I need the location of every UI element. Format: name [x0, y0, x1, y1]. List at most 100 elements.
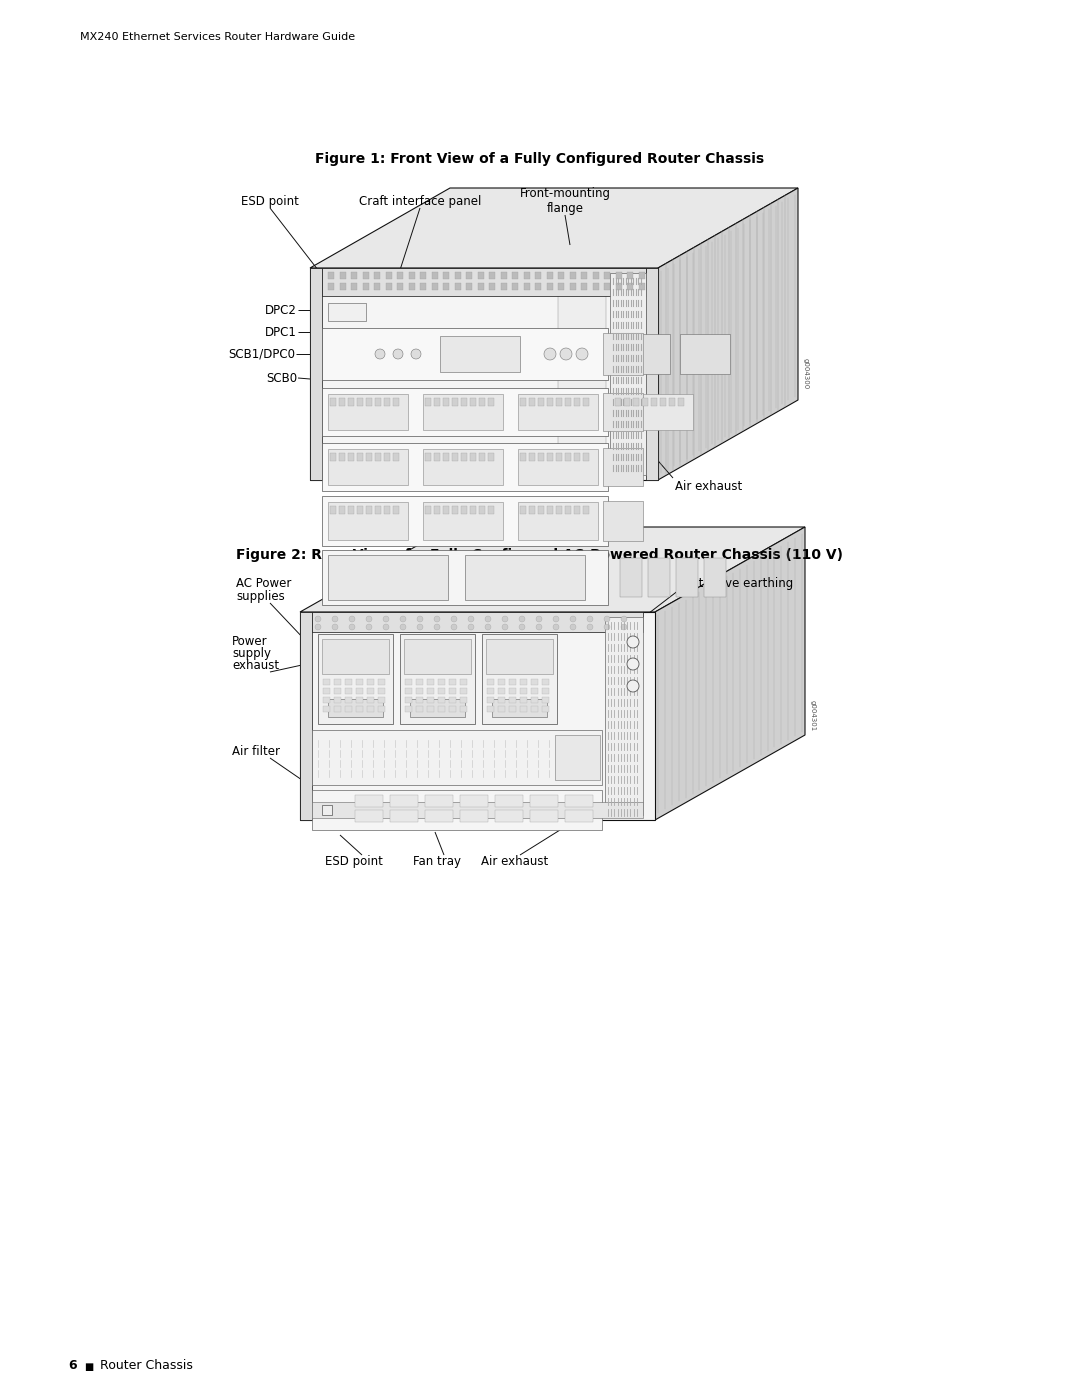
Bar [512, 284, 518, 291]
Bar [535, 272, 541, 279]
Bar [355, 810, 383, 821]
Bar [375, 453, 381, 461]
Bar [556, 506, 562, 514]
Bar [465, 555, 585, 599]
Bar [498, 687, 505, 694]
Circle shape [485, 624, 491, 630]
Bar [427, 687, 434, 694]
Bar [423, 448, 503, 485]
Bar [348, 398, 354, 407]
Bar [465, 272, 472, 279]
Text: Air exhaust: Air exhaust [675, 481, 742, 493]
Text: RE1: RE1 [349, 469, 372, 483]
Bar [480, 398, 485, 407]
Bar [477, 284, 484, 291]
Circle shape [332, 624, 338, 630]
Text: flange: flange [546, 203, 583, 215]
Bar [455, 284, 460, 291]
Bar [423, 502, 503, 541]
Bar [426, 795, 453, 807]
Bar [542, 679, 549, 685]
Bar [312, 802, 643, 819]
Bar [423, 394, 503, 430]
Bar [538, 398, 544, 407]
Text: supply: supply [232, 647, 271, 659]
Bar [546, 398, 553, 407]
Circle shape [544, 348, 556, 360]
Bar [583, 453, 589, 461]
Bar [408, 272, 415, 279]
Bar [509, 687, 516, 694]
Bar [404, 638, 471, 673]
Bar [356, 697, 363, 703]
Bar [489, 284, 495, 291]
Bar [322, 388, 608, 436]
Bar [328, 303, 366, 321]
Bar [334, 705, 341, 712]
Bar [416, 687, 423, 694]
Bar [460, 795, 488, 807]
Bar [323, 697, 330, 703]
Bar [443, 506, 449, 514]
Text: Fan tray: Fan tray [413, 855, 461, 868]
Text: Figure 2: Rear View of a Fully Configured AC-Powered Router Chassis (110 V): Figure 2: Rear View of a Fully Configure… [237, 548, 843, 562]
Circle shape [349, 616, 355, 622]
Bar [339, 284, 346, 291]
Bar [363, 272, 368, 279]
Bar [443, 453, 449, 461]
Bar [519, 687, 527, 694]
Circle shape [553, 616, 559, 622]
Text: FAN
TRAY: FAN TRAY [557, 738, 569, 749]
Bar [416, 697, 423, 703]
Bar [322, 268, 646, 296]
Bar [624, 398, 630, 407]
Bar [518, 394, 598, 430]
Circle shape [485, 616, 491, 622]
Bar [638, 284, 645, 291]
Polygon shape [300, 527, 805, 612]
Bar [620, 334, 670, 374]
Circle shape [400, 616, 406, 622]
Bar [487, 679, 494, 685]
Circle shape [451, 624, 457, 630]
Bar [390, 810, 418, 821]
Text: 6: 6 [68, 1359, 77, 1372]
Bar [488, 453, 494, 461]
Bar [339, 398, 345, 407]
Bar [565, 398, 571, 407]
Bar [581, 284, 588, 291]
Bar [519, 705, 527, 712]
Bar [610, 272, 646, 475]
Bar [512, 272, 518, 279]
Bar [449, 705, 456, 712]
Bar [427, 679, 434, 685]
Text: Air filter: Air filter [232, 745, 280, 759]
Circle shape [468, 624, 474, 630]
Bar [348, 506, 354, 514]
Bar [500, 272, 507, 279]
Bar [345, 687, 352, 694]
Bar [312, 612, 643, 631]
Bar [573, 506, 580, 514]
Bar [565, 795, 593, 807]
Bar [378, 697, 384, 703]
Bar [633, 398, 639, 407]
Bar [374, 272, 380, 279]
Bar [498, 697, 505, 703]
Bar [613, 394, 693, 430]
Bar [426, 810, 453, 821]
Circle shape [502, 624, 508, 630]
Circle shape [588, 624, 593, 630]
Polygon shape [654, 527, 805, 820]
Bar [565, 506, 571, 514]
Circle shape [604, 624, 610, 630]
Bar [460, 697, 467, 703]
Bar [367, 705, 374, 712]
Text: Air exhaust: Air exhaust [482, 855, 549, 868]
Bar [546, 272, 553, 279]
Text: ESD point: ESD point [325, 855, 383, 868]
Bar [581, 272, 588, 279]
Bar [616, 284, 621, 291]
Bar [482, 634, 557, 724]
Bar [300, 612, 312, 820]
